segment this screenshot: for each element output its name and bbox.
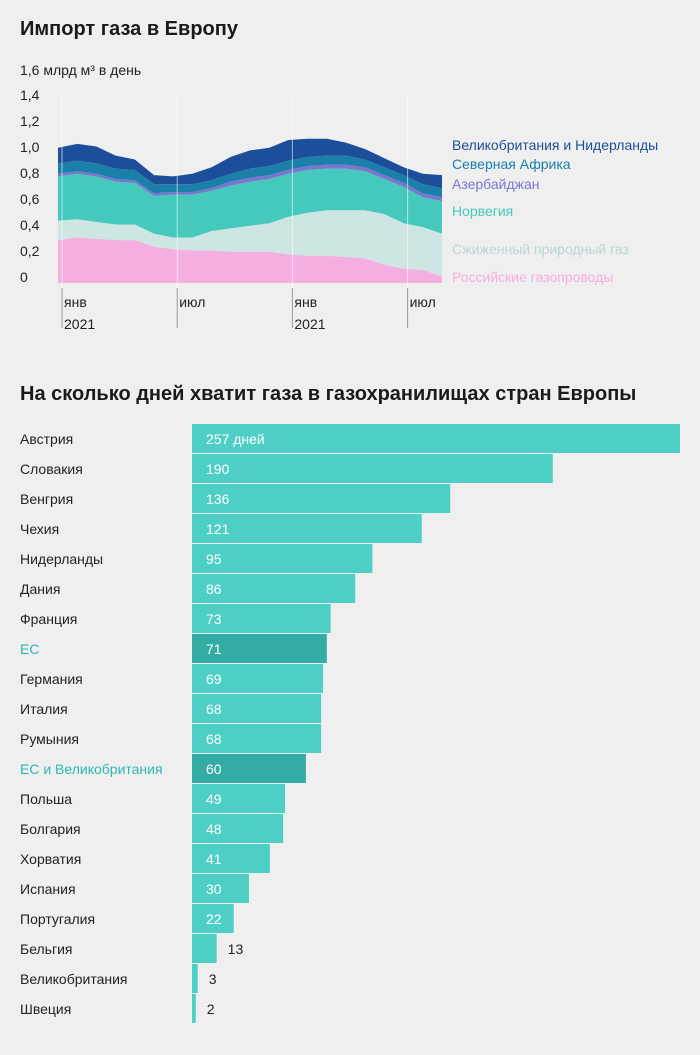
bar — [192, 994, 196, 1023]
bar-category-label: Швеция — [20, 1001, 71, 1017]
legend-label-2: Норвегия — [452, 203, 513, 219]
bar-value-label: 73 — [206, 611, 222, 627]
bar — [192, 694, 322, 723]
bar — [192, 964, 198, 993]
bar-category-label: Хорватия — [20, 851, 81, 867]
x-tick-year: 2021 — [64, 316, 95, 332]
bar-value-label: 2 — [207, 1001, 215, 1017]
area-series-2 — [58, 168, 442, 238]
x-tick-month: янв — [64, 294, 87, 310]
bar-value-label: 13 — [228, 941, 244, 957]
bar-value-label: 86 — [206, 581, 222, 597]
bar — [192, 874, 249, 903]
bar — [192, 754, 306, 783]
y-tick-label: 0,4 — [20, 217, 40, 233]
bar — [192, 634, 327, 663]
y-tick-label: 0,6 — [20, 191, 40, 207]
bar-category-label: ЕС — [20, 641, 39, 657]
bar — [192, 604, 331, 633]
area-series-1 — [58, 210, 442, 277]
gas-import-area-chart: 1,6 млрд м³ в день 1,4 1,2 1,0 0,8 0,6 0,4 0,2 0… — [20, 62, 658, 332]
bar-value-label: 68 — [206, 731, 222, 747]
bar-category-label: Словакия — [20, 461, 83, 477]
bar-value-label: 41 — [206, 851, 222, 867]
bar-category-label: Польша — [20, 791, 72, 807]
bar-category-label: Германия — [20, 671, 83, 687]
unit-label: 1,6 млрд м³ в день — [20, 62, 141, 78]
bar-value-label: 60 — [206, 761, 222, 777]
bar-category-label: Нидерланды — [20, 551, 103, 567]
legend-label-4: Северная Африка — [452, 156, 571, 172]
x-tick-month: янв — [294, 294, 317, 310]
legend-label-5: Великобритания и Нидерланды — [452, 137, 658, 153]
legend-label-0: Российские газопроводы — [452, 269, 613, 285]
gas-import-chart-title: Импорт газа в Европу — [20, 18, 238, 40]
bar — [192, 934, 217, 963]
bar-category-label: Дания — [20, 581, 60, 597]
bar-value-label: 71 — [206, 641, 222, 657]
bar — [192, 664, 324, 693]
y-tick-label: 0,8 — [20, 165, 40, 181]
bar — [192, 424, 680, 453]
bar-value-label: 49 — [206, 791, 222, 807]
storage-days-chart-title: На сколько дней хватит газа в газохранил… — [20, 383, 637, 405]
legend-label-3: Азербайджан — [452, 176, 540, 192]
bar-value-label: 136 — [206, 491, 230, 507]
bar-value-label: 30 — [206, 881, 222, 897]
area-series-4 — [58, 155, 442, 198]
legend-label-1: Сжиженный природный газ — [452, 241, 629, 257]
bar-value-label: 257 дней — [206, 431, 265, 447]
bar — [192, 454, 553, 483]
y-tick-label: 1,0 — [20, 139, 40, 155]
bar-value-label: 22 — [206, 911, 222, 927]
bar-category-label: Италия — [20, 701, 68, 717]
bar-category-label: Бельгия — [20, 941, 72, 957]
x-tick-year: 2021 — [294, 316, 325, 332]
bar-category-label: Португалия — [20, 911, 95, 927]
area-series-0 — [58, 237, 442, 283]
bar — [192, 514, 422, 543]
x-tick-month: июл — [410, 294, 436, 310]
bar-value-label: 48 — [206, 821, 222, 837]
area-series-5 — [58, 138, 442, 189]
y-tick-label: 1,2 — [20, 113, 40, 129]
bar-category-label: Венгрия — [20, 491, 73, 507]
bar-value-label: 190 — [206, 461, 230, 477]
y-tick-label: 0 — [20, 269, 28, 285]
y-tick-label: 1,4 — [20, 87, 40, 103]
bar-value-label: 69 — [206, 671, 222, 687]
bar — [192, 724, 322, 753]
bar-value-label: 3 — [209, 971, 217, 987]
bar — [192, 544, 373, 573]
bar-value-label: 121 — [206, 521, 230, 537]
bar-category-label: Румыния — [20, 731, 79, 747]
bar — [192, 814, 284, 843]
bar-category-label: Великобритания — [20, 971, 128, 987]
bar-category-label: Испания — [20, 881, 76, 897]
bar-category-label: Франция — [20, 611, 77, 627]
bar-value-label: 68 — [206, 701, 222, 717]
bar — [192, 784, 286, 813]
storage-days-bar-chart: Австрия 257 дней Словакия 190 Венгрия 136 Чехи… — [20, 424, 680, 1023]
y-tick-label: 0,2 — [20, 243, 40, 259]
x-tick-month: июл — [179, 294, 205, 310]
bar-category-label: Чехия — [20, 521, 59, 537]
bar — [192, 904, 234, 933]
bar-category-label: Болгария — [20, 821, 81, 837]
bar — [192, 844, 270, 873]
area-series-3 — [58, 164, 442, 202]
bar — [192, 574, 356, 603]
bar-value-label: 95 — [206, 551, 222, 567]
bar-category-label: ЕС и Великобритания — [20, 761, 163, 777]
bar — [192, 484, 451, 513]
bar-category-label: Австрия — [20, 431, 73, 447]
